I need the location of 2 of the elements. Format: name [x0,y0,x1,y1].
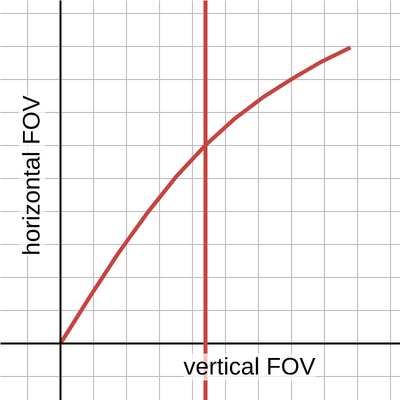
y-axis-title: horizontal FOV [18,95,46,256]
x-axis-title: vertical FOV [184,354,316,380]
